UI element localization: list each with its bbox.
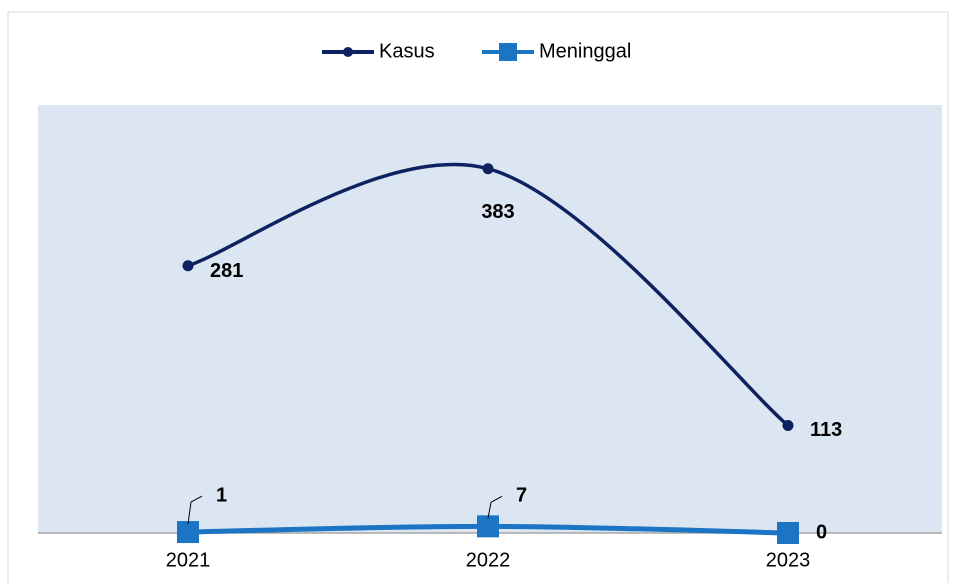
x-tick-label: 2021 bbox=[166, 549, 211, 571]
point-marker bbox=[482, 163, 494, 175]
data-label: 383 bbox=[481, 201, 514, 223]
legend-marker bbox=[343, 47, 353, 57]
x-tick-label: 2022 bbox=[466, 549, 511, 571]
legend-label: Meninggal bbox=[539, 40, 631, 62]
legend-marker bbox=[499, 43, 517, 61]
data-label: 281 bbox=[210, 260, 243, 282]
data-label: 0 bbox=[816, 521, 827, 543]
point-marker bbox=[782, 420, 794, 432]
leader-line bbox=[187, 495, 203, 525]
leader-line bbox=[487, 495, 503, 519]
plot-area bbox=[38, 105, 942, 533]
point-marker bbox=[182, 260, 194, 272]
x-tick-label: 2023 bbox=[766, 549, 811, 571]
data-label: 7 bbox=[516, 485, 527, 507]
point-marker bbox=[777, 522, 799, 544]
data-label: 1 bbox=[216, 484, 227, 506]
point-marker bbox=[477, 515, 499, 538]
legend-label: Kasus bbox=[379, 40, 435, 62]
data-label: 113 bbox=[810, 419, 842, 441]
point-marker bbox=[177, 521, 199, 544]
